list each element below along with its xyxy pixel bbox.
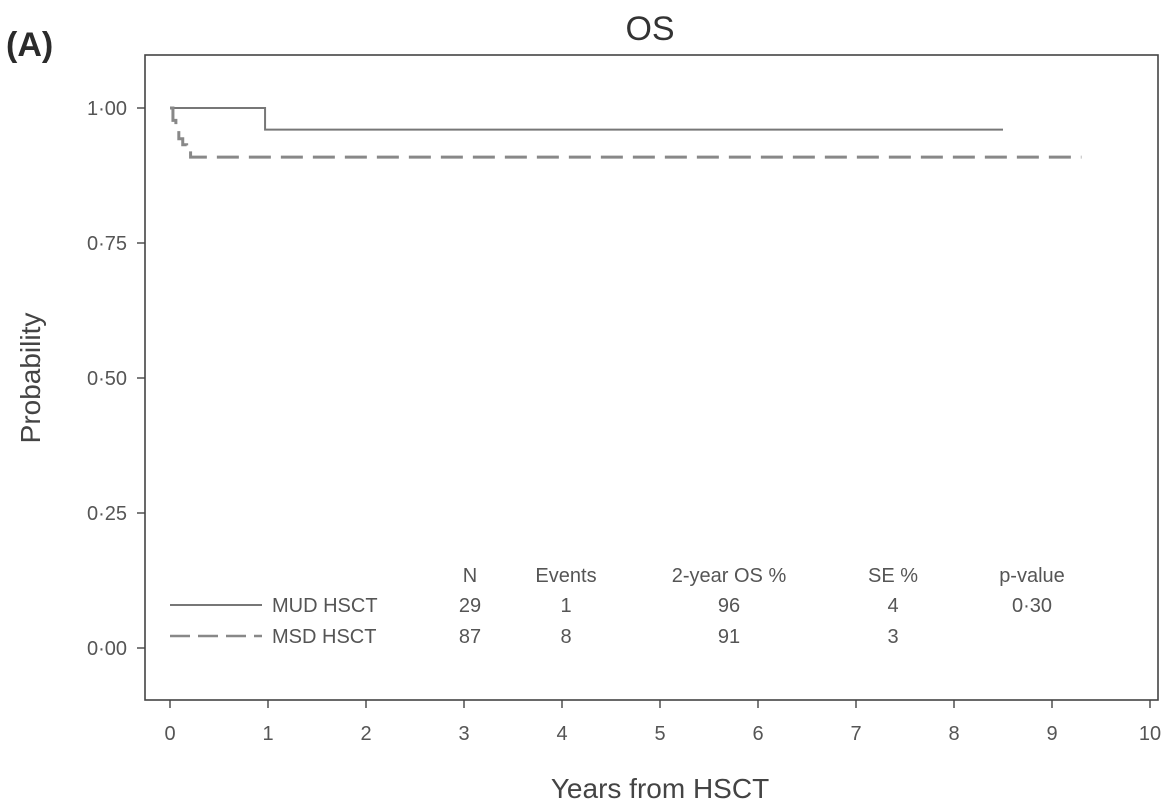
legend-table: N Events 2-year OS % SE % p-value MUD HSCT 29 1… xyxy=(170,565,1065,648)
panel-label: (A) xyxy=(6,26,53,64)
legend-label: MSD HSCT xyxy=(272,626,376,648)
table-header: Events xyxy=(535,565,596,587)
table-cell: 29 xyxy=(459,595,481,617)
table-header: SE % xyxy=(868,565,918,587)
x-tick-label: 4 xyxy=(556,723,567,745)
table-cell: 87 xyxy=(459,626,481,648)
y-tick-label: 0·25 xyxy=(87,503,127,525)
y-axis-title: Probability xyxy=(15,313,46,444)
x-tick-label: 5 xyxy=(654,723,665,745)
y-tick-label: 0·50 xyxy=(87,368,127,390)
series-line-mud xyxy=(170,107,1003,131)
table-cell: 0·30 xyxy=(1012,595,1052,617)
table-header: N xyxy=(463,565,477,587)
y-tick-label: 1·00 xyxy=(87,98,127,120)
x-tick-label: 1 xyxy=(262,723,273,745)
table-header: p-value xyxy=(999,565,1065,587)
table-cell: 3 xyxy=(887,626,898,648)
table-cell: 8 xyxy=(560,626,571,648)
y-tick-label: 0·75 xyxy=(87,233,127,255)
y-axis: 0·00 0·25 0·50 0·75 1·00 xyxy=(87,98,145,660)
x-tick-label: 7 xyxy=(850,723,861,745)
table-header: 2-year OS % xyxy=(672,565,787,587)
x-tick-label: 6 xyxy=(752,723,763,745)
table-cell: 91 xyxy=(718,626,740,648)
x-tick-label: 0 xyxy=(164,723,175,745)
x-axis: 0 1 2 3 4 5 6 7 8 9 10 xyxy=(164,700,1161,745)
x-tick-label: 3 xyxy=(458,723,469,745)
x-tick-label: 10 xyxy=(1139,723,1161,745)
table-cell: 4 xyxy=(887,595,898,617)
y-tick-label: 0·00 xyxy=(87,638,127,660)
series-layer xyxy=(170,106,1082,159)
table-cell: 96 xyxy=(718,595,740,617)
x-axis-title: Years from HSCT xyxy=(551,773,769,803)
series-line-msd xyxy=(170,106,1082,159)
x-tick-label: 8 xyxy=(948,723,959,745)
x-tick-label: 9 xyxy=(1046,723,1057,745)
table-cell: 1 xyxy=(560,595,571,617)
x-tick-label: 2 xyxy=(360,723,371,745)
legend-label: MUD HSCT xyxy=(272,595,378,617)
chart-title: OS xyxy=(625,10,674,48)
